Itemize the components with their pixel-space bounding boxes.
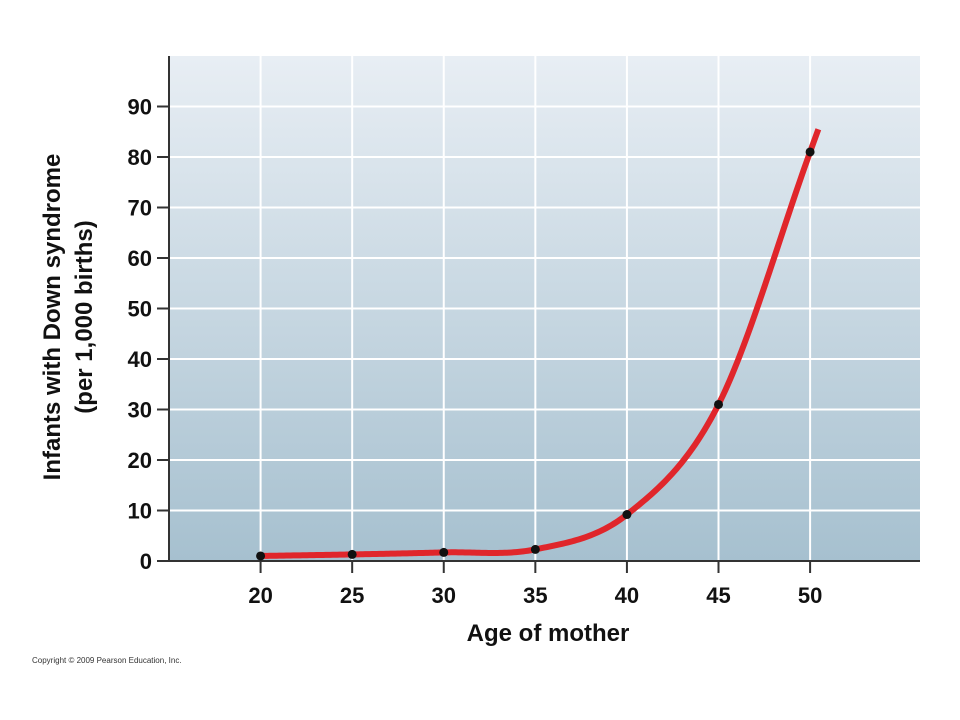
data-point-35 (530, 544, 540, 554)
y-tick-label-10: 10 (128, 499, 152, 524)
x-tick-label-30: 30 (432, 583, 456, 608)
x-tick-label-40: 40 (615, 583, 639, 608)
x-tick-label-50: 50 (798, 583, 822, 608)
data-point-20 (256, 551, 266, 561)
y-tick-label-40: 40 (128, 347, 152, 372)
data-points (256, 147, 815, 561)
data-point-25 (347, 549, 357, 559)
x-tick-label-45: 45 (706, 583, 730, 608)
y-axis-title-line-2: (per 1,000 births) (71, 220, 98, 413)
y-tick-label-60: 60 (128, 246, 152, 271)
x-tick-label-20: 20 (248, 583, 272, 608)
data-point-50 (805, 147, 815, 157)
x-ticks: 20 25 30 35 40 45 50 (248, 561, 822, 608)
data-point-30 (439, 547, 449, 557)
y-axis-title-line-1: Infants with Down syndrome (39, 154, 66, 481)
y-axis-title: Infants with Down syndrome (per 1,000 bi… (39, 154, 98, 481)
copyright-text: Copyright © 2009 Pearson Education, Inc. (32, 656, 182, 665)
y-tick-label-20: 20 (128, 448, 152, 473)
x-tick-label-25: 25 (340, 583, 364, 608)
y-tick-label-0: 0 (140, 549, 152, 574)
x-tick-label-35: 35 (523, 583, 547, 608)
y-tick-label-30: 30 (128, 398, 152, 423)
x-axis-title: Age of mother (467, 620, 630, 647)
y-tick-label-50: 50 (128, 297, 152, 322)
grid (169, 56, 920, 561)
data-point-45 (714, 399, 724, 409)
y-tick-label-90: 90 (128, 95, 152, 120)
y-tick-label-70: 70 (128, 196, 152, 221)
y-tick-label-80: 80 (128, 145, 152, 170)
y-ticks: 0 10 20 30 40 50 60 70 80 90 (128, 95, 169, 574)
data-point-40 (622, 510, 632, 520)
